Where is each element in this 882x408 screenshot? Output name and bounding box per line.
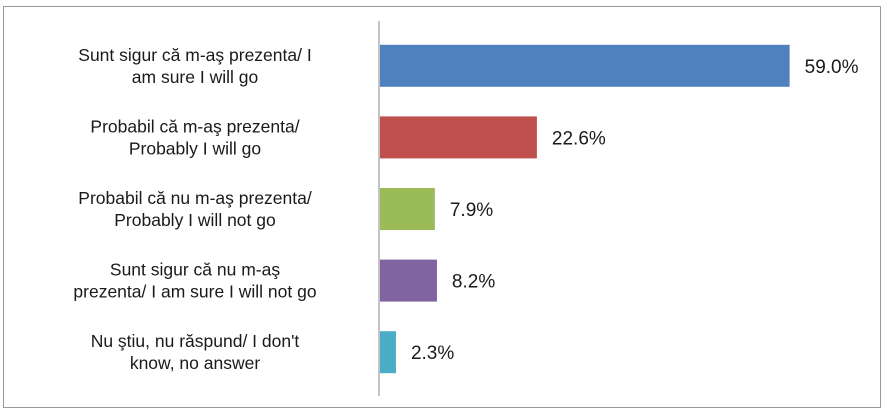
category-label-3-line-1: Probabil că nu m-aş prezenta/ [78, 188, 312, 208]
value-label-2: 22.6% [552, 128, 606, 149]
category-label-4: Sunt sigur că nu m-aş prezenta/ I am sure… [73, 260, 316, 302]
bar-5 [380, 331, 396, 374]
category-label-4-line-2: prezenta/ I am sure I will not go [73, 282, 316, 302]
value-label-4: 8.2% [452, 272, 495, 293]
bar-3 [380, 188, 435, 230]
bar-2 [380, 116, 537, 159]
category-label-4-line-1: Sunt sigur că nu m-aş [110, 260, 280, 280]
category-label-1-line-1: Sunt sigur că m-aş prezenta/ I [78, 45, 311, 65]
category-label-5-line-2: know, no answer [130, 353, 261, 373]
category-label-2: Probabil că m-aş prezenta/Probably I wil… [90, 116, 299, 158]
category-label-2-line-2: Probably I will go [129, 138, 261, 158]
category-label-3-line-2: Probably I will not go [114, 210, 275, 230]
category-label-2-line-1: Probabil că m-aş prezenta/ [90, 116, 299, 136]
bar-1 [380, 44, 790, 87]
value-label-5: 2.3% [411, 343, 454, 364]
value-label-1: 59.0% [805, 57, 859, 78]
category-label-5-line-1: Nu ştiu, nu răspund/ I don't [91, 331, 300, 351]
category-label-1-line-2: am sure I will go [132, 67, 258, 87]
category-label-3: Probabil că nu m-aş prezenta/Probably I … [78, 188, 312, 230]
bar-4 [380, 259, 437, 302]
category-label-5: Nu ştiu, nu răspund/ I don't know, no ans… [91, 331, 300, 373]
value-label-3: 7.9% [450, 200, 493, 221]
